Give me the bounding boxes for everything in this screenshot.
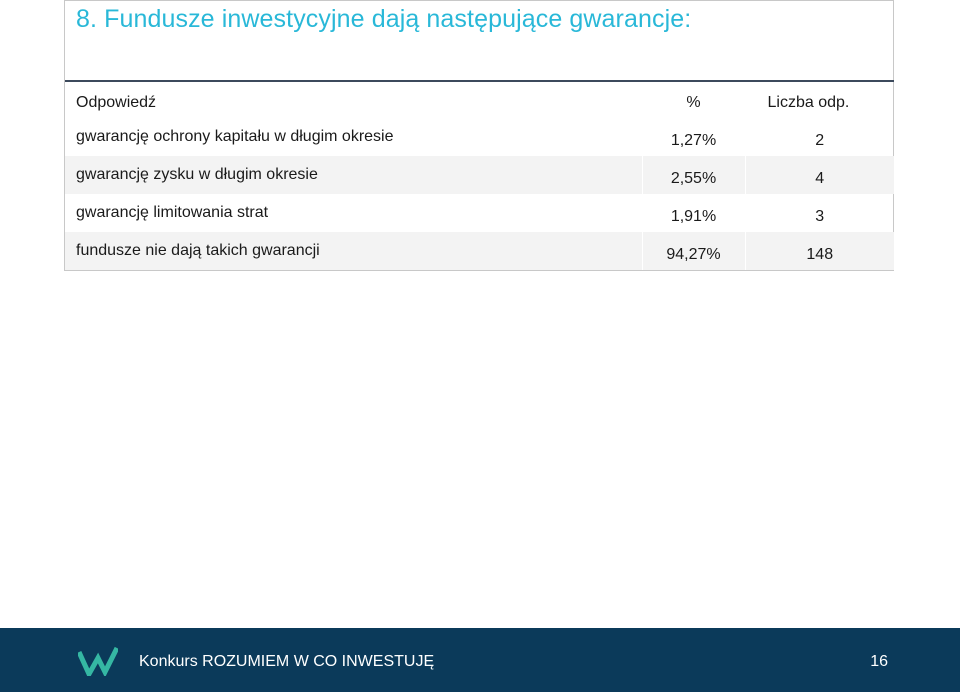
table-header-row: Odpowiedź % Liczba odp.	[65, 81, 894, 118]
header-percent: %	[641, 81, 745, 118]
answer-cell: fundusze nie dają takich gwarancji	[76, 242, 320, 259]
percent-cell: 2,55%	[641, 156, 745, 194]
table-row: gwarancję zysku w długim okresie 2,55% 4	[65, 156, 894, 194]
answer-cell: gwarancję limitowania strat	[76, 204, 269, 221]
header-answer: Odpowiedź	[76, 94, 157, 111]
page-number: 16	[870, 653, 888, 670]
w-logo-icon	[78, 646, 118, 676]
count-cell: 148	[744, 232, 894, 270]
footer-text: Konkurs ROZUMIEM W CO INWESTUJĘ	[139, 653, 435, 670]
table-row: fundusze nie dają takich gwarancji 94,27…	[65, 232, 894, 270]
count-cell: 3	[744, 194, 894, 232]
table-row: gwarancję limitowania strat 1,91% 3	[65, 194, 894, 232]
table-row: gwarancję ochrony kapitału w długim okre…	[65, 118, 894, 156]
percent-cell: 1,27%	[641, 118, 745, 156]
results-table: Odpowiedź % Liczba odp. gwarancję ochron…	[65, 80, 894, 270]
answer-cell: gwarancję zysku w długim okresie	[76, 166, 318, 183]
slide-title: 8. Fundusze inwestycyjne dają następując…	[76, 5, 692, 33]
answer-cell: gwarancję ochrony kapitału w długim okre…	[76, 128, 394, 145]
count-cell: 2	[744, 118, 894, 156]
percent-cell: 1,91%	[641, 194, 745, 232]
percent-cell: 94,27%	[641, 232, 745, 270]
count-cell: 4	[744, 156, 894, 194]
footer-bar: Konkurs ROZUMIEM W CO INWESTUJĘ 16	[0, 628, 960, 692]
header-count: Liczba odp.	[744, 81, 894, 118]
